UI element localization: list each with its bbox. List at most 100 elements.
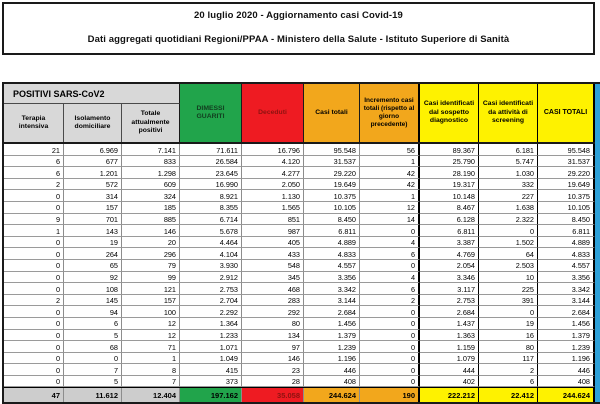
table-cell: 80 — [479, 341, 538, 353]
table-cell: 3.930 — [180, 259, 242, 272]
table-cell: 851 — [242, 213, 304, 226]
table-row: 0 94 100 2.292 292 2.684 0 2.684 0 2.684 — [4, 306, 595, 318]
table-cell: 6.128 — [420, 213, 479, 226]
th-isolamento-domiciliare: Isolamento domiciliare — [64, 104, 122, 142]
table-cell: 1.379 — [538, 329, 595, 342]
table-cell: 1.233 — [180, 329, 242, 342]
table-cell: 0 — [479, 306, 538, 318]
table-cell: 29.220 — [538, 167, 595, 179]
table-cell: 25.790 — [420, 155, 479, 168]
table-cell: 0 — [360, 375, 420, 388]
table-cell: 283 — [242, 294, 304, 307]
table-cell: 0 — [360, 341, 420, 353]
table-cell: 157 — [122, 294, 180, 307]
table-cell: 31.537 — [304, 155, 360, 168]
table-body: 21 6.969 7.141 71.611 16.796 95.548 56 89.367 6.… — [4, 144, 595, 388]
table-cell: 146 — [242, 352, 304, 365]
table-cell: 143 — [64, 225, 122, 237]
table-cell: 0 — [4, 259, 64, 272]
table-cell: 609 — [122, 178, 180, 191]
table-cell: 4.769 — [420, 248, 479, 260]
table-cell: 4.557 — [538, 259, 595, 272]
table-cell: 1.239 — [304, 341, 360, 353]
table-cell: 95.548 — [304, 144, 360, 156]
table-cell: 1 — [360, 190, 420, 202]
table-cell: 2.684 — [420, 306, 479, 318]
table-cell: 121 — [122, 283, 180, 295]
table-cell: 2.684 — [304, 306, 360, 318]
table-cell: 19.649 — [538, 178, 595, 191]
table-cell: 3.356 — [304, 271, 360, 284]
table-cell: 1.379 — [304, 329, 360, 342]
table-row: 0 65 79 3.930 548 4.557 0 2.054 2.503 4.557 — [4, 259, 595, 272]
table-cell: 4.889 — [538, 236, 595, 249]
table-cell: 108 — [64, 283, 122, 295]
table-cell: 7 — [64, 364, 122, 376]
table-cell: 6.181 — [479, 144, 538, 156]
table-cell: 2.503 — [479, 259, 538, 272]
table-cell: 10.375 — [304, 190, 360, 202]
table-cell: 0 — [4, 329, 64, 342]
table-cell: 3.117 — [420, 283, 479, 295]
table-cell: 21 — [4, 144, 64, 156]
report-title: 20 luglio 2020 - Aggiornamento casi Covi… — [194, 10, 403, 21]
table-cell: 6 — [4, 155, 64, 168]
table-cell: 1 — [122, 352, 180, 365]
table-cell: 402 — [420, 375, 479, 388]
table-cell: 16 — [479, 329, 538, 342]
table-cell: 0 — [64, 352, 122, 365]
table-row: 0 5 7 373 28 408 0 402 6 408 — [4, 375, 595, 388]
table-cell: 10 — [479, 271, 538, 284]
table-cell: 1.201 — [64, 167, 122, 179]
table-cell: 4.277 — [242, 167, 304, 179]
table-cell: 444 — [420, 364, 479, 376]
table-cell: 8.450 — [304, 213, 360, 226]
table-cell: 225 — [479, 283, 538, 295]
table-cell: 5 — [64, 329, 122, 342]
table-cell: 324 — [122, 190, 180, 202]
table-cell: 7.141 — [122, 144, 180, 156]
table-cell: 1.638 — [479, 201, 538, 214]
table-cell: 0 — [360, 329, 420, 342]
table-cell: 8.450 — [538, 213, 595, 226]
table-cell: 117 — [479, 352, 538, 365]
totals-cell: 11.612 — [64, 388, 122, 403]
table-cell: 16.990 — [180, 178, 242, 191]
table-row: 0 5 12 1.233 134 1.379 0 1.363 16 1.379 — [4, 329, 595, 342]
totals-cell: 197.162 — [180, 388, 242, 403]
table-cell: 4.120 — [242, 155, 304, 168]
table-cell: 227 — [479, 190, 538, 202]
table-cell: 292 — [242, 306, 304, 318]
table-cell: 28 — [242, 375, 304, 388]
table-cell: 1.071 — [180, 341, 242, 353]
table-cell: 1.456 — [304, 317, 360, 330]
table-cell: 0 — [4, 283, 64, 295]
table-cell: 3.356 — [538, 271, 595, 284]
cropped-next-column — [595, 82, 600, 404]
table-cell: 0 — [4, 317, 64, 330]
table-cell: 2.292 — [180, 306, 242, 318]
table-cell: 2.753 — [420, 294, 479, 307]
table-cell: 94 — [64, 306, 122, 318]
table-cell: 373 — [180, 375, 242, 388]
table-cell: 446 — [538, 364, 595, 376]
table-cell: 8 — [122, 364, 180, 376]
table-cell: 89.367 — [420, 144, 479, 156]
table-cell: 10.105 — [538, 201, 595, 214]
table-cell: 5.678 — [180, 225, 242, 237]
table-cell: 68 — [64, 341, 122, 353]
table-cell: 2 — [479, 364, 538, 376]
th-casi-sospetto-diagnostico: Casi identificati dal sospetto diagnosti… — [420, 84, 479, 142]
table-cell: 2.704 — [180, 294, 242, 307]
covid-data-table: POSITIVI SARS-CoV2 Terapia intensiva Iso… — [2, 82, 600, 404]
th-dimessi-guariti: DIMESSI GUARITI — [180, 84, 242, 142]
table-cell: 26.584 — [180, 155, 242, 168]
table-cell: 1.049 — [180, 352, 242, 365]
table-cell: 80 — [242, 317, 304, 330]
totals-cell: 22.412 — [479, 388, 538, 403]
table-cell: 1.364 — [180, 317, 242, 330]
table-cell: 4 — [360, 271, 420, 284]
th-deceduti: Deceduti — [242, 84, 304, 142]
table-cell: 6 — [360, 248, 420, 260]
table-cell: 19 — [479, 317, 538, 330]
